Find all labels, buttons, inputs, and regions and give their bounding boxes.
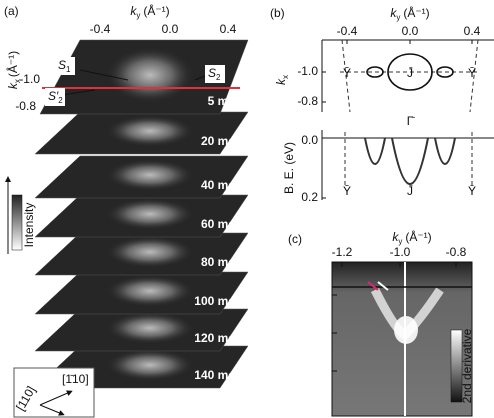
- energy-label: 140 meV: [194, 368, 243, 382]
- point-label: Ȳ: [343, 184, 351, 198]
- tick-label: -1.0: [297, 64, 318, 78]
- tick-label: -0.8: [15, 99, 36, 113]
- panel-label: (a): [4, 4, 19, 18]
- slice-glow: [105, 275, 195, 307]
- figure: (a) ky(Å⁻¹) 140 meV120 meV100 meV80 meV6…: [0, 0, 494, 418]
- slice-glow: [105, 47, 195, 104]
- tick-label: -0.4: [90, 22, 111, 36]
- slice-glow: [105, 159, 195, 191]
- tick-label: -1.0: [19, 72, 40, 86]
- point-label: Ȳ: [468, 184, 476, 198]
- intensity-bar: [12, 195, 22, 250]
- energy-label: 100 meV: [194, 294, 243, 308]
- tick-label: -1.0: [390, 245, 411, 259]
- axis-label: ky(Å⁻¹): [392, 229, 431, 246]
- dashed-line: [342, 40, 478, 185]
- tick-label: 0.0: [301, 133, 318, 147]
- point-label: J̄: [407, 66, 413, 80]
- tick-label: 0.4: [464, 24, 481, 38]
- energy-label: 20 meV: [201, 134, 243, 148]
- panel-label: (c): [288, 232, 302, 246]
- intensity-label: Intensity: [22, 203, 36, 248]
- slice-glow: [105, 312, 195, 344]
- tick-label: 0.0: [162, 22, 179, 36]
- colorbar-label: 2nd derivative: [460, 328, 474, 403]
- energy-label: 80 meV: [201, 255, 243, 269]
- band: [365, 138, 455, 184]
- tick-label: -0.8: [446, 245, 467, 259]
- point-label: Ȳ: [468, 66, 476, 80]
- direction-label: [1̄10]: [62, 372, 89, 386]
- slice-glow: [105, 198, 195, 230]
- tick-label: 0.4: [220, 22, 237, 36]
- energy-label: 40 meV: [201, 178, 243, 192]
- slice-glow: [105, 115, 195, 147]
- point-sub: 2: [216, 73, 221, 82]
- axis-label: kx: [274, 75, 290, 85]
- point-symbol: S: [58, 58, 66, 72]
- axis-label: ky(Å⁻¹): [130, 3, 169, 20]
- tick-label: -0.8: [297, 94, 318, 108]
- energy-label: 60 meV: [201, 217, 243, 231]
- point-sub: 2: [58, 96, 63, 105]
- energy-label: 5 meV: [208, 94, 243, 108]
- axis-label: ky(Å⁻¹): [390, 5, 429, 22]
- point-label: J̄: [407, 184, 413, 198]
- slice-glow: [105, 349, 195, 381]
- tick-label: 0.2: [301, 190, 318, 204]
- point-label: Ȳ: [343, 66, 351, 80]
- axis-label: B. E. (eV): [282, 142, 296, 194]
- point-sub: 1: [66, 65, 71, 74]
- tick-label: 0.0: [402, 24, 419, 38]
- slice-glow: [105, 236, 195, 268]
- panel-label: (b): [270, 6, 285, 20]
- point-label: Γ̄: [407, 114, 416, 128]
- tick-label: -1.2: [332, 245, 353, 259]
- tick-label: -0.4: [337, 24, 358, 38]
- energy-label: 120 meV: [194, 331, 243, 345]
- point-symbol: S: [208, 66, 216, 80]
